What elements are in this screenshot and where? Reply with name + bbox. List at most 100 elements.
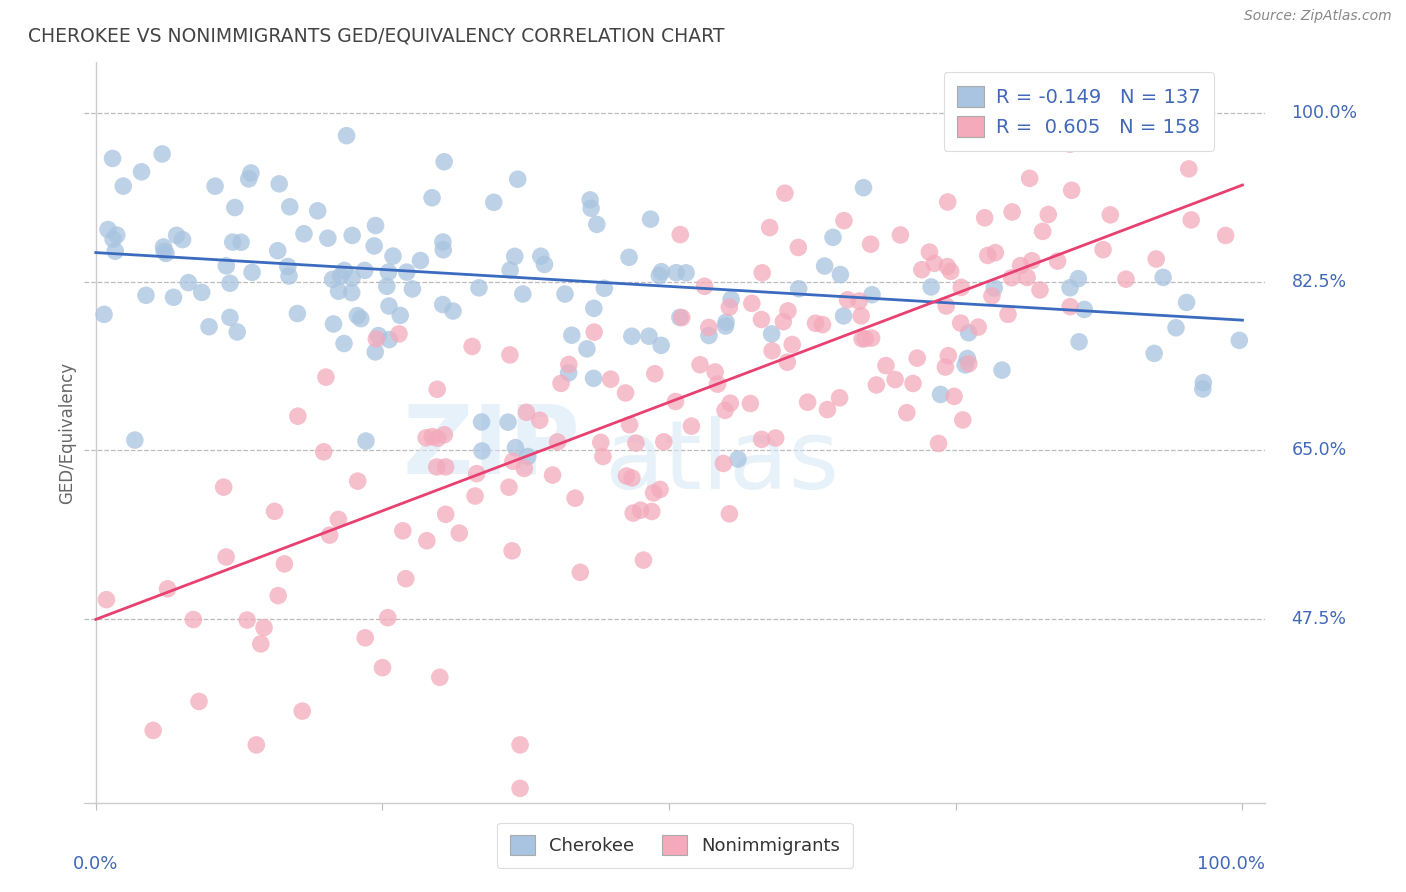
Point xyxy=(579,201,602,215)
Point xyxy=(935,299,957,313)
Point xyxy=(817,402,839,417)
Point xyxy=(1180,213,1202,227)
Point xyxy=(1067,271,1090,285)
Point xyxy=(758,220,780,235)
Point xyxy=(432,297,454,311)
Point xyxy=(1136,95,1159,110)
Point xyxy=(363,239,385,253)
Point xyxy=(997,307,1019,321)
Point xyxy=(212,480,235,494)
Point xyxy=(765,431,787,445)
Point xyxy=(346,474,368,488)
Point xyxy=(318,528,340,542)
Point xyxy=(582,371,605,385)
Point xyxy=(434,459,457,474)
Point xyxy=(669,310,692,325)
Point xyxy=(630,503,652,517)
Point xyxy=(166,228,188,243)
Point xyxy=(366,332,388,346)
Point xyxy=(865,378,887,392)
Point xyxy=(852,180,875,194)
Point xyxy=(983,281,1005,295)
Point xyxy=(238,172,260,186)
Point xyxy=(911,262,934,277)
Point xyxy=(142,723,165,738)
Point xyxy=(936,194,959,209)
Point xyxy=(718,396,741,410)
Point xyxy=(714,315,737,329)
Point xyxy=(432,243,454,257)
Point xyxy=(509,738,531,752)
Point xyxy=(93,307,115,321)
Point xyxy=(267,244,290,258)
Point xyxy=(1178,161,1201,176)
Point xyxy=(382,249,405,263)
Text: 82.5%: 82.5% xyxy=(1291,273,1347,291)
Point xyxy=(224,201,246,215)
Point xyxy=(776,304,799,318)
Point xyxy=(533,257,555,271)
Text: 100.0%: 100.0% xyxy=(1198,855,1265,872)
Point xyxy=(621,506,644,520)
Point xyxy=(96,592,118,607)
Point xyxy=(124,433,146,447)
Point xyxy=(388,326,411,341)
Point xyxy=(1029,283,1052,297)
Point xyxy=(267,589,290,603)
Point xyxy=(263,504,285,518)
Point xyxy=(287,409,309,424)
Point xyxy=(1046,254,1069,268)
Point xyxy=(652,434,675,449)
Point xyxy=(557,366,579,380)
Point xyxy=(614,386,637,401)
Point xyxy=(433,154,456,169)
Point xyxy=(644,367,666,381)
Point xyxy=(287,306,309,320)
Point xyxy=(582,301,605,316)
Point xyxy=(328,284,350,298)
Point xyxy=(101,232,124,246)
Point xyxy=(1143,346,1166,360)
Point xyxy=(471,415,494,429)
Point xyxy=(950,280,973,294)
Point xyxy=(1067,334,1090,349)
Point xyxy=(564,491,586,505)
Point xyxy=(354,631,377,645)
Point xyxy=(643,486,665,500)
Point xyxy=(499,348,522,362)
Point xyxy=(875,359,897,373)
Point xyxy=(1018,171,1040,186)
Point xyxy=(1032,224,1054,238)
Point xyxy=(949,316,972,330)
Point xyxy=(704,365,727,379)
Point xyxy=(593,281,616,295)
Point xyxy=(851,332,873,346)
Point xyxy=(558,358,581,372)
Point xyxy=(153,244,176,259)
Point xyxy=(619,417,641,432)
Point xyxy=(190,285,212,300)
Text: 47.5%: 47.5% xyxy=(1291,610,1347,628)
Point xyxy=(219,310,242,325)
Point xyxy=(516,450,538,464)
Point xyxy=(291,704,314,718)
Point xyxy=(541,468,564,483)
Point xyxy=(236,613,259,627)
Point xyxy=(943,389,966,403)
Point xyxy=(105,228,128,243)
Y-axis label: GED/Equivalency: GED/Equivalency xyxy=(58,361,76,504)
Point xyxy=(837,293,859,307)
Point xyxy=(498,480,520,494)
Point xyxy=(433,427,456,442)
Point xyxy=(1099,208,1122,222)
Point xyxy=(554,287,576,301)
Point xyxy=(322,272,344,286)
Point xyxy=(97,222,120,236)
Text: 0.0%: 0.0% xyxy=(73,855,118,872)
Point xyxy=(665,266,688,280)
Point xyxy=(640,212,662,227)
Point xyxy=(616,469,638,483)
Point xyxy=(471,444,494,458)
Point xyxy=(465,467,488,481)
Point xyxy=(316,231,339,245)
